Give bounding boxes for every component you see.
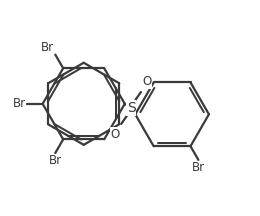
Text: Br: Br bbox=[49, 154, 62, 167]
Text: Br: Br bbox=[192, 161, 205, 174]
Text: Br: Br bbox=[13, 97, 26, 110]
Text: O: O bbox=[143, 75, 152, 88]
Text: Br: Br bbox=[41, 41, 54, 54]
Text: S: S bbox=[127, 101, 135, 115]
Text: O: O bbox=[110, 128, 120, 141]
